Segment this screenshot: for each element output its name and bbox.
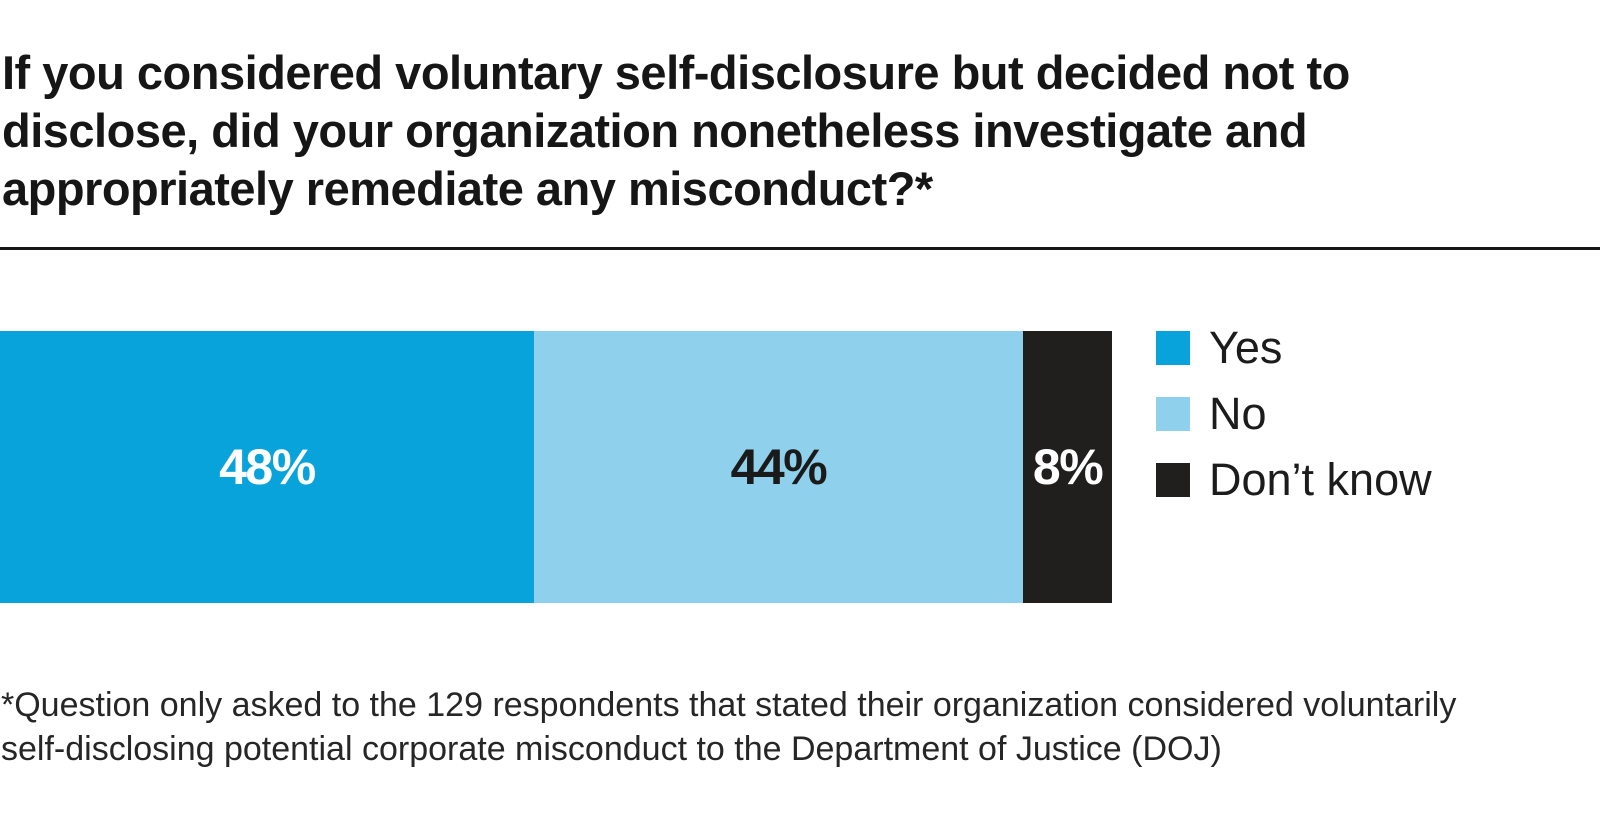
legend-label: Don’t know [1209, 454, 1432, 505]
chart-title-line: disclose, did your organization nonethel… [2, 104, 1308, 157]
chart-footnote-line: *Question only asked to the 129 responde… [1, 686, 1457, 724]
chart-footnote-line: self-disclosing potential corporate misc… [1, 730, 1222, 768]
chart-title-line: appropriately remediate any misconduct?* [2, 162, 933, 215]
legend-item-no: No [1156, 391, 1432, 436]
legend-swatch-don-t-know [1156, 462, 1190, 497]
legend-label: Yes [1209, 322, 1283, 373]
bar-segment-don-t-know: 8% [1023, 331, 1112, 603]
stacked-bar: 48% 44% 8% [0, 331, 1112, 603]
legend: Yes No Don’t know [1156, 325, 1432, 528]
legend-label: No [1209, 388, 1267, 439]
title-divider-rule [0, 247, 1600, 250]
bar-segment-value-label: 8% [1032, 439, 1104, 495]
legend-swatch-yes [1156, 330, 1190, 365]
bar-segment-value-label: 48% [219, 439, 316, 495]
chart-title: If you considered voluntary self-disclos… [2, 44, 1350, 218]
legend-swatch-no [1156, 396, 1190, 431]
bar-segment-no: 44% [533, 331, 1024, 603]
legend-item-don-t-know: Don’t know [1156, 457, 1432, 502]
bar-segment-yes: 48% [0, 331, 534, 603]
legend-item-yes: Yes [1156, 325, 1432, 370]
chart-footnote: *Question only asked to the 129 responde… [1, 683, 1456, 771]
bar-segment-value-label: 44% [730, 439, 828, 495]
chart-title-line: If you considered voluntary self-disclos… [2, 46, 1350, 99]
